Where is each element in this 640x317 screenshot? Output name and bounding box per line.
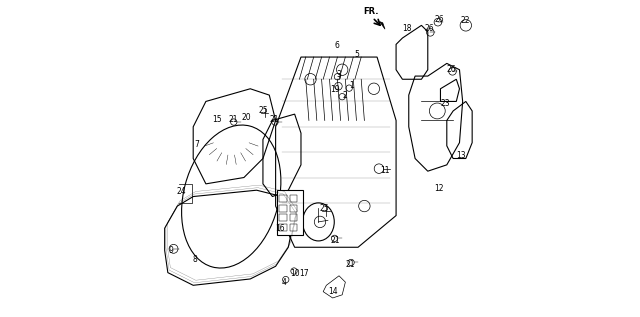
Text: 2: 2 <box>342 91 347 100</box>
Bar <box>289 205 297 212</box>
Text: 9: 9 <box>168 246 173 255</box>
Text: 11: 11 <box>380 166 389 175</box>
Circle shape <box>374 164 384 173</box>
Bar <box>280 224 287 231</box>
Bar <box>280 195 287 202</box>
Text: 3: 3 <box>337 70 342 79</box>
Text: FR.: FR. <box>363 7 378 16</box>
Polygon shape <box>380 22 385 29</box>
Text: 4: 4 <box>282 278 287 287</box>
Bar <box>277 190 303 235</box>
Text: 5: 5 <box>354 50 359 59</box>
Text: 16: 16 <box>276 224 285 233</box>
Bar <box>289 195 297 202</box>
Text: 21: 21 <box>269 115 279 124</box>
Text: 12: 12 <box>434 184 444 193</box>
Text: 24: 24 <box>177 187 186 196</box>
Circle shape <box>368 83 380 94</box>
Text: 25: 25 <box>259 106 268 115</box>
Bar <box>280 214 287 221</box>
Text: 22: 22 <box>460 16 470 25</box>
Text: 21: 21 <box>228 115 237 124</box>
Text: 19: 19 <box>330 85 340 94</box>
Text: 26: 26 <box>434 15 444 24</box>
Text: 18: 18 <box>403 24 412 33</box>
Text: 21: 21 <box>330 236 340 245</box>
Text: 26: 26 <box>447 65 456 74</box>
Circle shape <box>429 103 445 119</box>
Bar <box>289 224 297 231</box>
Text: 7: 7 <box>195 140 200 149</box>
Text: 6: 6 <box>334 42 339 50</box>
Text: 21: 21 <box>346 260 355 269</box>
Text: 26: 26 <box>424 24 434 33</box>
Text: 23: 23 <box>440 100 450 108</box>
Bar <box>280 205 287 212</box>
Circle shape <box>314 216 326 228</box>
Circle shape <box>337 64 348 75</box>
Text: 13: 13 <box>456 151 466 160</box>
Circle shape <box>305 74 316 85</box>
Text: 14: 14 <box>328 287 338 295</box>
Text: 25: 25 <box>320 204 330 213</box>
Text: 15: 15 <box>212 115 222 124</box>
Text: 20: 20 <box>242 113 252 122</box>
Text: 1: 1 <box>349 81 354 90</box>
Text: 17: 17 <box>300 269 309 278</box>
Circle shape <box>358 200 370 212</box>
Text: 8: 8 <box>193 255 197 264</box>
Bar <box>289 214 297 221</box>
Text: 10: 10 <box>290 269 300 278</box>
